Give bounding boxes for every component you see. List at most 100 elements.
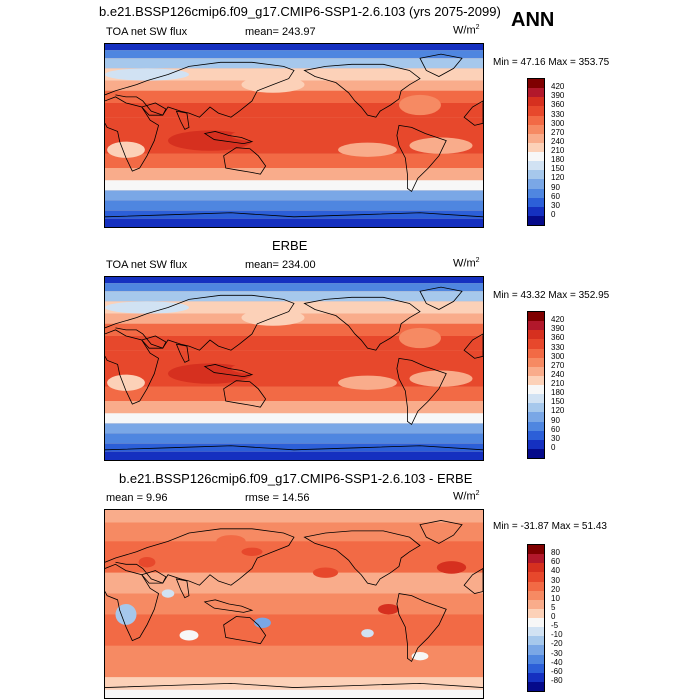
colorbar-tick-label: 420 [551, 82, 565, 92]
colorbar-swatch [528, 206, 544, 216]
colorbar-tick-label: 30 [551, 200, 560, 210]
colorbar-tick-label: 330 [551, 342, 565, 352]
colorbar-swatch [528, 197, 544, 207]
colorbar-swatch [528, 115, 544, 125]
colorbar-tick-label: 360 [551, 333, 565, 343]
colorbar-swatch [528, 403, 544, 413]
colorbar-swatch [528, 645, 544, 655]
colorbar-swatch [528, 654, 544, 664]
colorbar-tick-label: -40 [551, 657, 563, 667]
colorbar-swatch [528, 681, 544, 691]
colorbar-swatch [528, 215, 544, 225]
colorbar-swatch [528, 636, 544, 646]
colorbar-swatch [528, 608, 544, 618]
panel1-units: W/m2 [453, 24, 480, 37]
colorbar-tick-label: 210 [551, 146, 565, 155]
colorbar-tick-label: 240 [551, 136, 565, 146]
colorbar-swatch [528, 572, 544, 582]
colorbar-tick-label: 90 [551, 182, 560, 192]
panel1-model-map [104, 43, 484, 228]
colorbar-tick-label: 390 [551, 324, 565, 334]
colorbar-swatch [528, 448, 544, 458]
panel3-difference-map [104, 509, 484, 699]
panel3-mean-label: mean = 9.96 [106, 492, 168, 504]
colorbar-swatch [528, 421, 544, 431]
colorbar-swatch [528, 394, 544, 404]
colorbar-tick-label: 10 [551, 593, 560, 603]
colorbar-swatch [528, 672, 544, 682]
colorbar-swatch [528, 321, 544, 331]
colorbar-swatch [528, 430, 544, 440]
colorbar-swatch [528, 79, 544, 89]
colorbar-swatch [528, 152, 544, 162]
colorbar-swatch [528, 142, 544, 152]
colorbar-tick-label: 20 [551, 584, 560, 594]
colorbar-swatch [528, 170, 544, 180]
panel2-units: W/m2 [453, 257, 480, 270]
colorbar-tick-label: 270 [551, 360, 565, 370]
colorbar-tick-label: 150 [551, 164, 565, 174]
colorbar-swatch [528, 618, 544, 628]
model-title: b.e21.BSSP126cmip6.f09_g17.CMIP6-SSP1-2.… [99, 4, 501, 19]
colorbar-swatch [528, 357, 544, 367]
colorbar-tick-label: 60 [551, 557, 560, 567]
colorbar-tick-label: 120 [551, 173, 565, 183]
colorbar-swatch [528, 339, 544, 349]
colorbar-tick-label: -10 [551, 630, 563, 640]
panel3-rmse-label: rmse = 14.56 [245, 492, 310, 504]
colorbar-tick-label: 390 [551, 91, 565, 101]
colorbar-tick-label: -30 [551, 648, 563, 658]
season-label: ANN [511, 9, 555, 31]
colorbar-swatch [528, 97, 544, 107]
colorbar-swatch [528, 133, 544, 143]
colorbar-swatch [528, 106, 544, 116]
panel3-subtitle: b.e21.BSSP126cmip6.f09_g17.CMIP6-SSP1-2.… [119, 471, 473, 486]
colorbar-tick-label: 30 [551, 433, 560, 443]
colorbar-tick-label: 5 [551, 602, 556, 612]
panel2-colorbar [527, 311, 545, 459]
colorbar-tick-label: 90 [551, 415, 560, 425]
colorbar-swatch [528, 627, 544, 637]
colorbar-swatch [528, 599, 544, 609]
colorbar-tick-label: 360 [551, 100, 565, 110]
colorbar-swatch [528, 663, 544, 673]
colorbar-tick-label: 0 [551, 209, 556, 219]
colorbar-tick-label: 60 [551, 424, 560, 434]
colorbar-tick-label: 330 [551, 109, 565, 119]
colorbar-swatch [528, 581, 544, 591]
colorbar-swatch [528, 590, 544, 600]
colorbar-tick-label: 210 [551, 379, 565, 388]
panel2-mean-label: mean= 234.00 [245, 259, 316, 271]
colorbar-tick-label: -80 [551, 675, 563, 685]
colorbar-tick-label: 150 [551, 397, 565, 407]
panel1-mean-label: mean= 243.97 [245, 26, 316, 38]
colorbar-tick-label: 0 [551, 442, 556, 452]
colorbar-swatch [528, 385, 544, 395]
colorbar-tick-label: 60 [551, 191, 560, 201]
panel2-variable-label: TOA net SW flux [106, 259, 188, 271]
colorbar-swatch [528, 161, 544, 171]
colorbar-swatch [528, 545, 544, 555]
panel1-variable-label: TOA net SW flux [106, 26, 188, 38]
colorbar-swatch [528, 375, 544, 385]
colorbar-tick-label: 420 [551, 315, 565, 325]
colorbar-tick-label: 300 [551, 118, 565, 128]
colorbar-tick-label: -20 [551, 639, 563, 649]
colorbar-swatch [528, 366, 544, 376]
colorbar-tick-label: 180 [551, 388, 565, 398]
colorbar-tick-label: 30 [551, 575, 560, 585]
colorbar-tick-label: 270 [551, 127, 565, 137]
colorbar-tick-label: 180 [551, 155, 565, 165]
colorbar-swatch [528, 188, 544, 198]
colorbar-swatch [528, 412, 544, 422]
panel1-min-max: Min = 47.16 Max = 353.75 [493, 57, 610, 68]
colorbar-swatch [528, 348, 544, 358]
colorbar-tick-label: 80 [551, 548, 560, 558]
panel2-subtitle: ERBE [272, 238, 308, 253]
colorbar-tick-label: -60 [551, 666, 563, 676]
colorbar-tick-label: 120 [551, 406, 565, 416]
panel3-colorbar [527, 544, 545, 692]
colorbar-tick-label: 300 [551, 351, 565, 361]
colorbar-swatch [528, 88, 544, 98]
panel3-min-max: Min = -31.87 Max = 51.43 [493, 521, 607, 532]
